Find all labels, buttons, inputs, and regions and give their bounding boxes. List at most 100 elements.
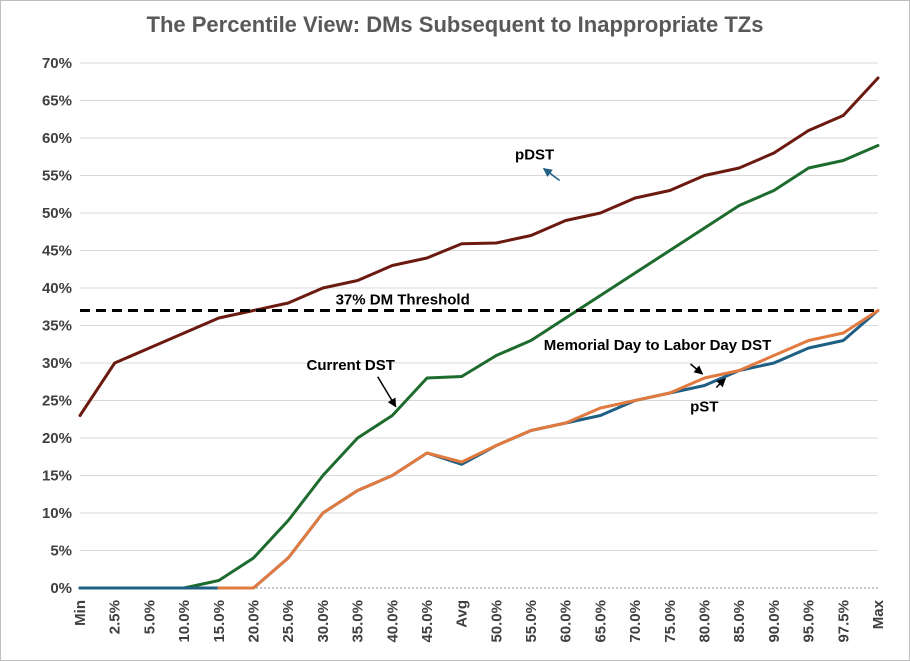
data-point bbox=[252, 556, 255, 560]
data-point bbox=[529, 234, 533, 237]
data-point bbox=[182, 586, 186, 590]
data-point bbox=[460, 242, 463, 245]
threshold-layer: 37% DM Threshold bbox=[80, 292, 878, 312]
annotation-label: Current DST bbox=[307, 357, 395, 374]
y-tick-label: 70% bbox=[42, 55, 72, 72]
data-point bbox=[391, 264, 394, 267]
data-point bbox=[564, 219, 567, 222]
x-tick-label: 10.0% bbox=[176, 600, 193, 643]
data-point bbox=[495, 444, 498, 447]
annotation-pst: pST bbox=[690, 377, 726, 416]
series-line-memorial-day-to-labor-day-dst bbox=[217, 309, 880, 590]
data-point bbox=[356, 279, 359, 282]
data-point bbox=[78, 586, 82, 590]
y-tick-label: 55% bbox=[42, 168, 72, 185]
data-point bbox=[772, 354, 776, 357]
x-tick-label: Max bbox=[870, 599, 887, 629]
x-tick-label: 70.0% bbox=[627, 600, 644, 643]
y-tick-label: 5% bbox=[50, 543, 72, 560]
x-tick-label: Min bbox=[72, 600, 89, 626]
data-point bbox=[286, 519, 290, 522]
data-point bbox=[252, 586, 255, 590]
x-tick-label: 75.0% bbox=[662, 600, 679, 643]
annotation-arrow bbox=[690, 363, 704, 375]
data-point bbox=[842, 159, 845, 162]
y-tick-label: 45% bbox=[42, 243, 72, 260]
x-tick-label: 2.5% bbox=[107, 600, 124, 634]
x-tick-label: 90.0% bbox=[766, 600, 783, 643]
annotation-arrow bbox=[542, 167, 561, 182]
data-point bbox=[633, 399, 637, 402]
x-tick-label: 95.0% bbox=[801, 600, 818, 643]
y-tick-label: 60% bbox=[42, 130, 72, 147]
x-tick-label: 60.0% bbox=[558, 600, 575, 643]
data-point bbox=[807, 166, 810, 170]
data-point bbox=[356, 489, 359, 492]
series-layer bbox=[78, 76, 880, 590]
x-tick-label: 80.0% bbox=[697, 600, 714, 643]
x-tick-label: 65.0% bbox=[592, 600, 609, 643]
data-point bbox=[529, 429, 533, 432]
data-point bbox=[391, 474, 394, 477]
data-point bbox=[356, 436, 359, 440]
x-tick-label: 50.0% bbox=[488, 600, 505, 643]
series-memorial-day-to-labor-day-dst bbox=[217, 309, 880, 590]
x-tick-label: 30.0% bbox=[315, 600, 332, 643]
data-point bbox=[599, 406, 602, 410]
data-point bbox=[425, 376, 429, 380]
data-point bbox=[738, 369, 741, 372]
series-pdst bbox=[78, 76, 880, 417]
data-point bbox=[807, 339, 810, 342]
data-point bbox=[217, 579, 220, 582]
series-line-pdst bbox=[78, 76, 880, 417]
data-point bbox=[668, 249, 672, 252]
x-tick-label: 20.0% bbox=[245, 600, 262, 643]
data-point bbox=[599, 211, 602, 215]
data-point bbox=[772, 361, 776, 365]
y-tick-label: 30% bbox=[42, 355, 72, 372]
data-point bbox=[286, 301, 290, 305]
annotation-pdst: pDST bbox=[515, 147, 561, 182]
data-point bbox=[842, 114, 845, 117]
data-point bbox=[460, 375, 463, 378]
data-point bbox=[148, 346, 151, 350]
data-point bbox=[460, 460, 463, 464]
x-tick-label: 55.0% bbox=[523, 600, 540, 643]
data-point bbox=[668, 391, 672, 395]
data-point bbox=[807, 346, 810, 350]
x-tick-label: 45.0% bbox=[419, 600, 436, 643]
data-point bbox=[425, 256, 429, 260]
data-point bbox=[703, 384, 706, 387]
x-tick-label: 97.5% bbox=[835, 600, 852, 643]
data-point bbox=[182, 331, 186, 335]
data-point bbox=[321, 474, 325, 477]
data-point bbox=[286, 556, 290, 560]
annotation-label: pST bbox=[690, 399, 718, 416]
data-point bbox=[564, 421, 567, 425]
data-point bbox=[842, 331, 845, 335]
data-point bbox=[113, 361, 116, 365]
data-point bbox=[321, 286, 325, 290]
x-axis: Min 2.5% 5.0% 10.0% 15.0% 20.0% 25.0% 30.0% 35.0… bbox=[72, 599, 887, 642]
data-point bbox=[703, 174, 706, 177]
annotation-memorial-day-to-labor-day-dst: Memorial Day to Labor Day DST bbox=[544, 337, 772, 375]
x-tick-label: 85.0% bbox=[731, 600, 748, 643]
data-point bbox=[668, 189, 672, 192]
grid-layer bbox=[80, 62, 878, 589]
threshold-label: 37% DM Threshold bbox=[336, 292, 470, 309]
data-point bbox=[633, 196, 637, 200]
data-point bbox=[425, 451, 429, 455]
data-point bbox=[495, 241, 498, 245]
chart-title: The Percentile View: DMs Subsequent to I… bbox=[146, 12, 764, 37]
data-point bbox=[321, 511, 325, 515]
y-axis: 0% 5% 10% 15% 20% 25% 30% 35% 40% 45% 50% 55% 60% 65%… bbox=[42, 55, 72, 597]
annotation-label: Memorial Day to Labor Day DST bbox=[544, 337, 772, 354]
annotation-arrow bbox=[715, 377, 726, 389]
y-tick-label: 20% bbox=[42, 430, 72, 447]
annotation-label: pDST bbox=[515, 147, 554, 164]
data-point bbox=[703, 376, 706, 380]
data-point bbox=[148, 586, 151, 590]
y-tick-label: 50% bbox=[42, 205, 72, 222]
data-point bbox=[113, 586, 116, 590]
